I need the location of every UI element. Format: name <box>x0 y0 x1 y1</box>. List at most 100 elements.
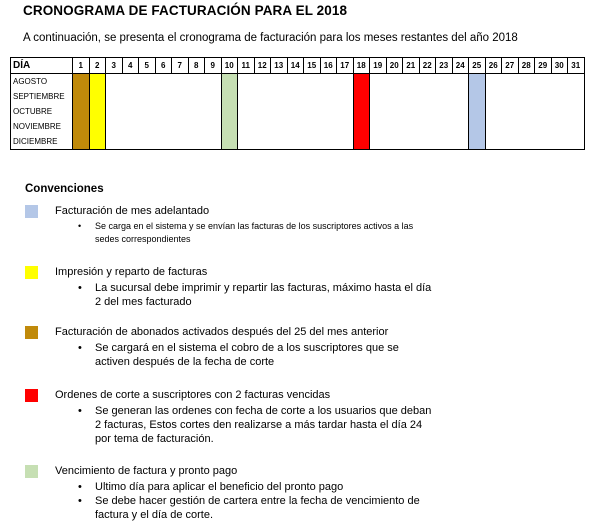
day-cell <box>88 119 106 134</box>
convention-bullet: La sucursal debe imprimir y repartir las… <box>75 281 435 309</box>
day-cell <box>535 89 552 104</box>
day-cell <box>419 134 436 150</box>
day-cell <box>402 134 419 150</box>
day-cell <box>238 119 255 134</box>
day-number: 11 <box>237 57 255 74</box>
day-cell <box>139 119 156 134</box>
day-cell <box>155 134 172 150</box>
day-cell <box>436 89 453 104</box>
month-row: SEPTIEMBRE <box>10 89 585 104</box>
day-cell <box>518 74 535 90</box>
day-cell <box>304 89 321 104</box>
day-cell <box>287 74 304 90</box>
day-cell <box>370 74 387 90</box>
header-row: DÍA 1 2 3 4 5 6 7 8 9 10 11 12 13 14 15 16 17 18 19 20 21 22 23… <box>10 57 585 74</box>
day-cell <box>304 119 321 134</box>
color-swatch <box>25 389 38 402</box>
day-number: 5 <box>138 57 156 74</box>
month-label: SEPTIEMBRE <box>10 89 73 104</box>
day-cell <box>468 104 486 119</box>
day-number: 25 <box>468 57 486 74</box>
convention-bullets: Se cargará en el sistema el cobro de a l… <box>75 341 435 369</box>
day-number: 18 <box>352 57 370 74</box>
month-label: NOVIEMBRE <box>10 119 73 134</box>
month-label: AGOSTO <box>10 73 73 89</box>
day-cell <box>138 134 155 150</box>
day-number: 22 <box>418 57 436 74</box>
day-cell <box>386 74 403 90</box>
day-cell <box>155 104 172 119</box>
day-cell <box>155 89 172 104</box>
day-cell <box>452 119 469 134</box>
day-cell <box>171 134 188 150</box>
month-row: NOVIEMBRE <box>10 119 585 134</box>
day-cell <box>320 119 337 134</box>
day-number: 23 <box>435 57 453 74</box>
day-cell <box>287 134 304 150</box>
day-cell <box>254 134 271 150</box>
day-cell <box>452 104 469 119</box>
day-number: 2 <box>88 57 106 74</box>
day-cell <box>139 89 156 104</box>
day-cell <box>468 73 486 89</box>
day-number: 9 <box>204 57 222 74</box>
day-cell <box>370 119 387 134</box>
day-cell <box>303 134 320 150</box>
day-cell <box>370 104 387 119</box>
day-cell <box>254 89 271 104</box>
month-row: DICIEMBRE <box>10 134 585 150</box>
day-number: 14 <box>286 57 304 74</box>
day-number: 17 <box>336 57 354 74</box>
day-cell <box>535 104 552 119</box>
day-cell <box>403 119 420 134</box>
day-number: 12 <box>253 57 271 74</box>
day-cell <box>386 89 403 104</box>
day-cell <box>205 89 222 104</box>
day-cell <box>419 104 436 119</box>
day-cell <box>254 119 271 134</box>
day-number: 28 <box>517 57 535 74</box>
day-cell <box>419 89 436 104</box>
day-number: 24 <box>451 57 469 74</box>
day-number: 6 <box>154 57 172 74</box>
day-cell <box>271 104 288 119</box>
day-cell <box>567 134 585 150</box>
day-cell <box>139 104 156 119</box>
color-swatch <box>25 205 38 218</box>
day-cell <box>403 104 420 119</box>
day-cell <box>386 134 403 150</box>
day-cell <box>88 134 106 150</box>
day-cell <box>551 89 568 104</box>
day-cell <box>403 89 420 104</box>
day-cell <box>254 104 271 119</box>
day-number: 26 <box>484 57 502 74</box>
day-number: 13 <box>270 57 288 74</box>
day-cell <box>304 104 321 119</box>
day-cell <box>204 134 221 150</box>
day-number: 4 <box>121 57 139 74</box>
day-number: 3 <box>105 57 123 74</box>
day-cell <box>106 74 123 90</box>
day-cell <box>352 89 370 104</box>
day-cell <box>370 89 387 104</box>
day-cell <box>320 134 337 150</box>
day-cell <box>271 119 288 134</box>
day-cell <box>270 134 287 150</box>
day-cell <box>220 134 238 150</box>
day-cell <box>452 74 469 90</box>
day-number: 15 <box>303 57 321 74</box>
day-cell <box>287 119 304 134</box>
convention-bullet: Ultimo día para aplicar el beneficio del… <box>75 480 435 494</box>
day-cell <box>271 74 288 90</box>
day-cell <box>106 119 123 134</box>
convention-bullet: Se debe hacer gestión de cartera entre l… <box>75 494 435 522</box>
day-cell <box>254 74 271 90</box>
day-cell <box>122 104 139 119</box>
day-cell <box>386 104 403 119</box>
day-cell <box>518 104 535 119</box>
day-cell <box>419 74 436 90</box>
month-label: DICIEMBRE <box>10 134 73 150</box>
day-cell <box>172 104 189 119</box>
day-cell <box>287 104 304 119</box>
day-cell <box>337 74 354 90</box>
